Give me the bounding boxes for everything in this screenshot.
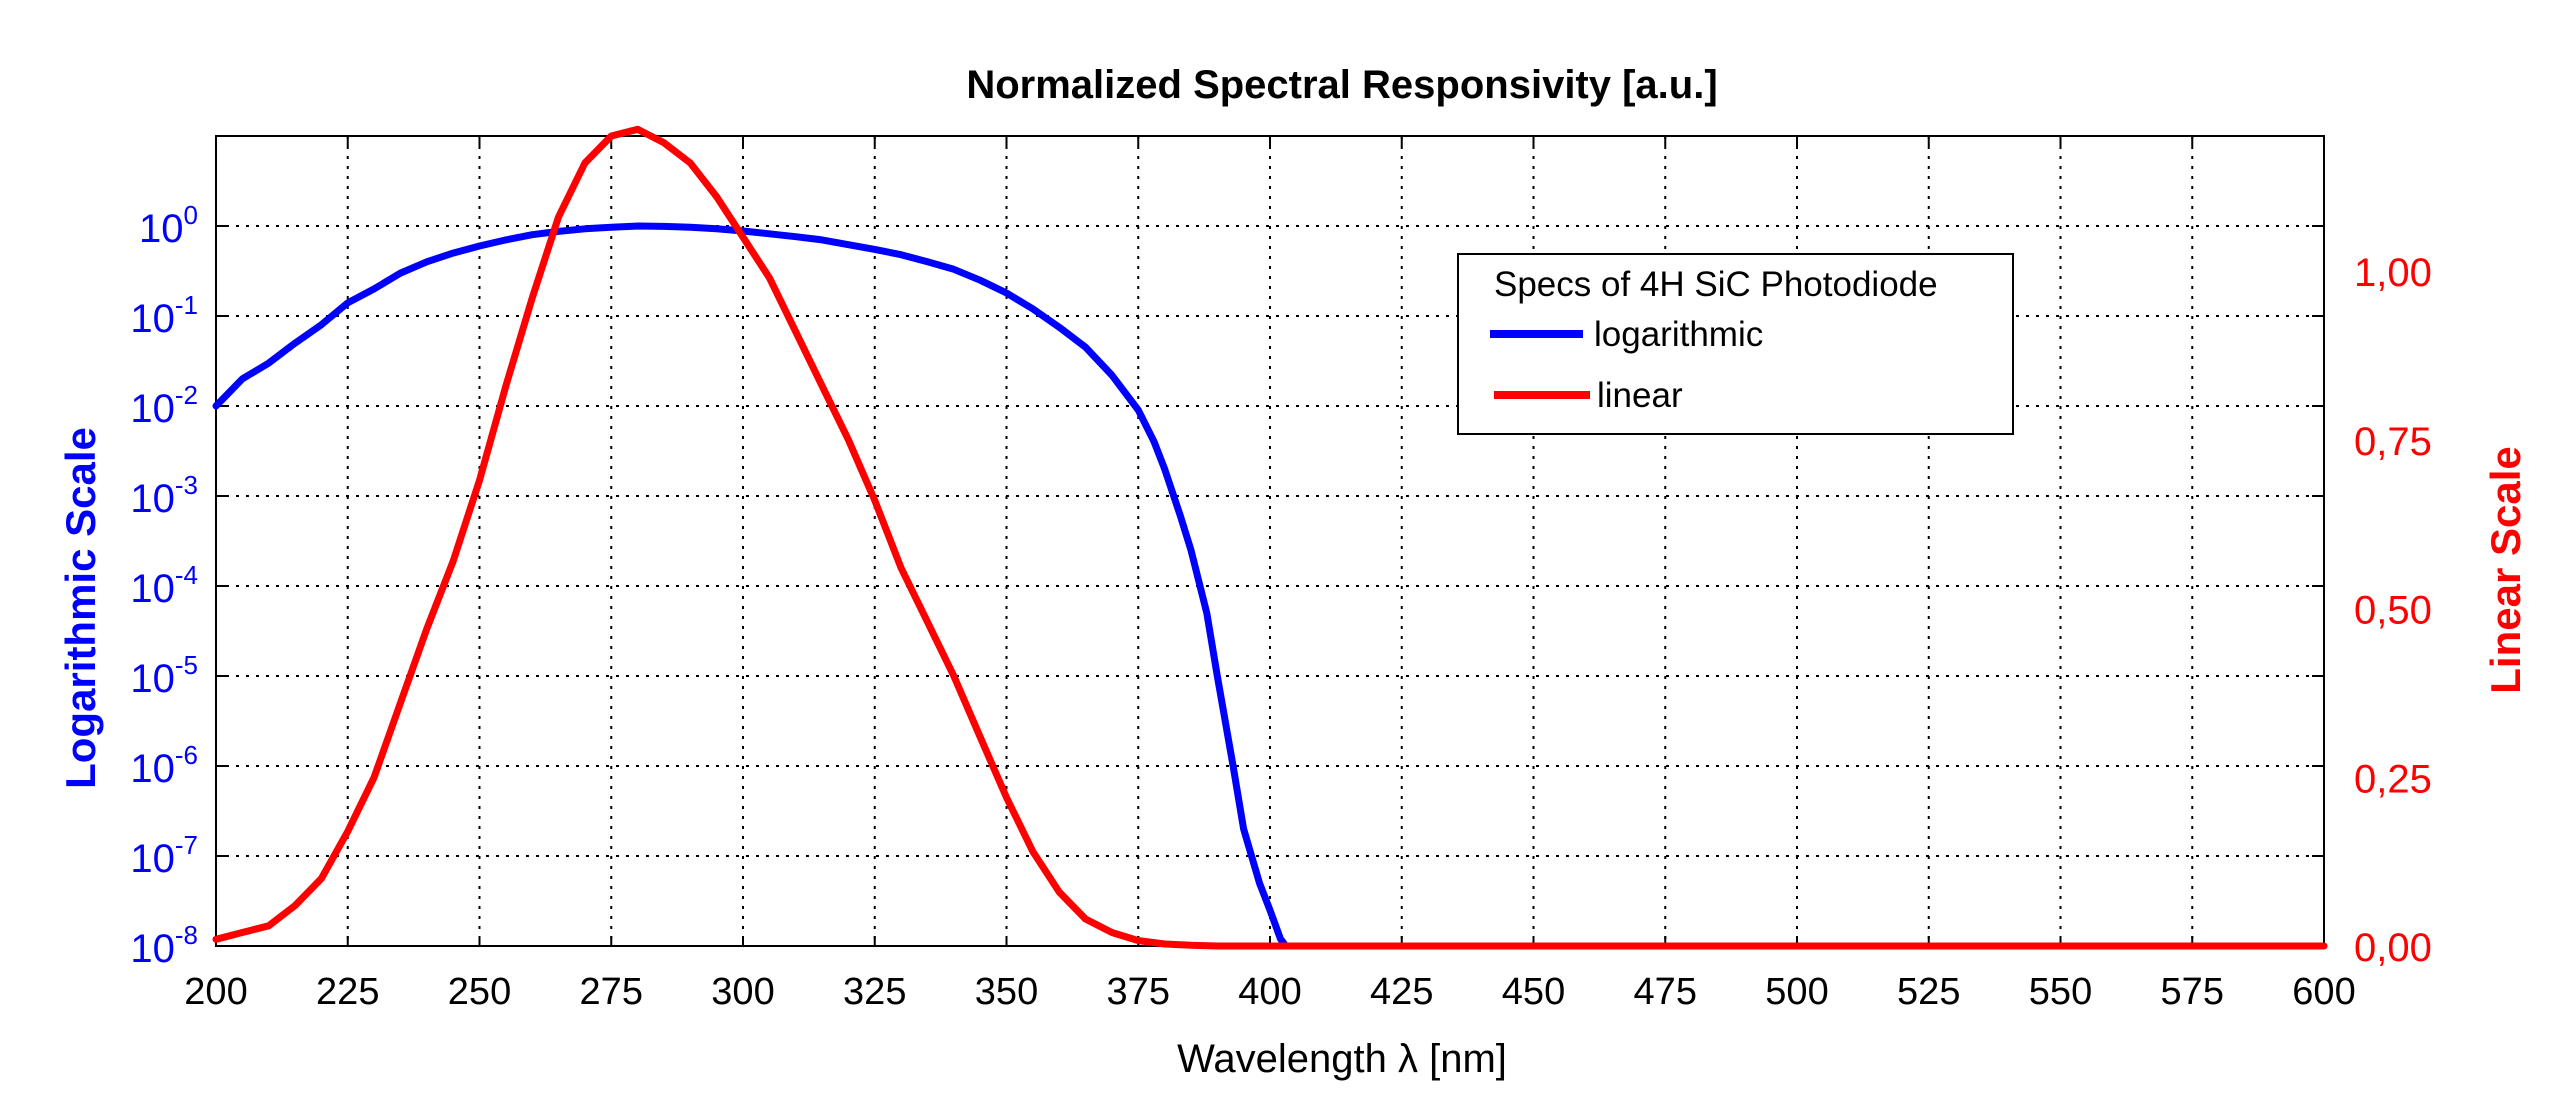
left-tick-label: 10-7 <box>130 830 198 881</box>
x-tick-label: 525 <box>1897 971 1960 1013</box>
right-tick-label: 1,00 <box>2354 251 2432 295</box>
legend-box <box>1457 253 2014 435</box>
right-tick-label: 0,25 <box>2354 757 2432 801</box>
x-axis-label: Wavelength λ [nm] <box>1177 1037 1507 1081</box>
x-tick-label: 450 <box>1502 971 1565 1013</box>
right-tick-label: 0,75 <box>2354 420 2432 464</box>
x-tick-label: 300 <box>711 971 774 1013</box>
x-tick-label: 550 <box>2029 971 2092 1013</box>
x-tick-label: 475 <box>1634 971 1697 1013</box>
right-axis-ticks: 1,00 0,75 0,50 0,25 0,00 <box>2354 251 2432 970</box>
left-axis-label: Logarithmic Scale <box>57 427 104 789</box>
left-tick-label: 10-1 <box>130 290 198 341</box>
left-tick-label: 10-8 <box>130 920 198 971</box>
left-tick-label: 10-4 <box>130 560 198 611</box>
left-tick-label: 10-6 <box>130 740 198 791</box>
right-tick-label: 0,50 <box>2354 589 2432 633</box>
x-axis-ticks: 200 225 250 275 300 325 350 375 400 425 450 475 500 5… <box>184 136 2356 1013</box>
legend-entry-linear: linear <box>1597 376 1683 415</box>
x-tick-label: 250 <box>448 971 511 1013</box>
x-tick-label: 425 <box>1370 971 1433 1013</box>
x-tick-label: 225 <box>316 971 379 1013</box>
grid-layer <box>216 136 2324 946</box>
x-tick-label: 275 <box>580 971 643 1013</box>
series-line-logarithmic <box>212 222 1290 950</box>
legend-entry-logarithmic: logarithmic <box>1594 315 1763 354</box>
right-axis-label: Linear Scale <box>2482 446 2529 693</box>
x-tick-label: 325 <box>843 971 906 1013</box>
right-tick-label: 0,00 <box>2354 926 2432 970</box>
left-axis-ticks: 100 10-1 10-2 10-3 10-4 10-5 10-6 10-7 10-8 <box>130 200 2324 971</box>
chart-title: Normalized Spectral Responsivity [a.u.] <box>966 63 1717 107</box>
left-tick-label: 100 <box>139 200 198 251</box>
left-tick-label: 10-3 <box>130 470 198 521</box>
x-tick-label: 600 <box>2292 971 2355 1013</box>
x-tick-label: 350 <box>975 971 1038 1013</box>
left-tick-label: 10-5 <box>130 650 198 701</box>
x-tick-label: 500 <box>1765 971 1828 1013</box>
x-tick-label: 575 <box>2161 971 2224 1013</box>
series-layer <box>212 125 2328 950</box>
x-tick-label: 200 <box>184 971 247 1013</box>
x-tick-label: 375 <box>1107 971 1170 1013</box>
legend-title: Specs of 4H SiC Photodiode <box>1494 265 1938 304</box>
legend: Specs of 4H SiC Photodiode logarithmic l… <box>1457 253 2014 435</box>
x-tick-label: 400 <box>1238 971 1301 1013</box>
left-tick-label: 10-2 <box>130 380 198 431</box>
